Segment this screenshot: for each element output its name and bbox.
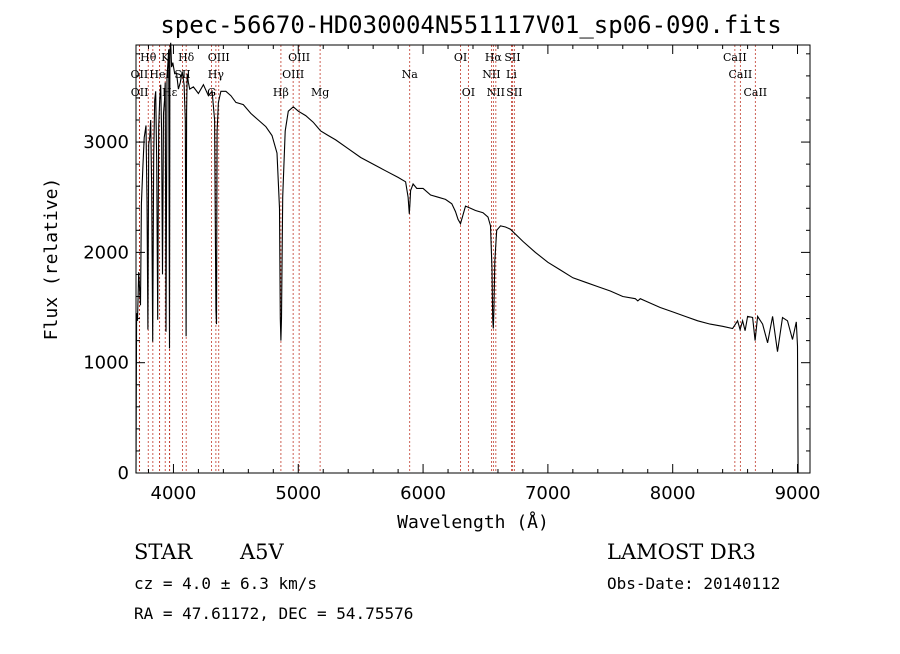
marker-label-h-delta: Hδ — [178, 51, 195, 64]
redshift-cz: cz = 4.0 ± 6.3 km/s — [134, 574, 317, 593]
y-tick-label: 0 — [118, 463, 129, 484]
marker-label-mg: Mg — [311, 86, 329, 99]
x-tick-label: 8000 — [650, 483, 696, 504]
marker-label-oiii-5007: OIII — [288, 51, 310, 64]
marker-label-oii-3729: OII — [131, 86, 149, 99]
marker-label-caii-8498: CaII — [723, 51, 747, 64]
marker-label-h-gamma: Hγ — [208, 68, 225, 81]
marker-label-caii-8662: CaII — [743, 86, 767, 99]
x-tick-label: 6000 — [400, 483, 446, 504]
spectrum-line — [135, 42, 799, 474]
marker-label-sii-6716: SII — [504, 51, 520, 64]
marker-label-k: K — [161, 51, 170, 64]
x-axis-label: Wavelength (Å) — [397, 511, 549, 533]
x-tick-label: 9000 — [775, 483, 821, 504]
marker-label-oiii-4363: OIII — [208, 51, 230, 64]
marker-label-oi-6363: OI — [462, 86, 475, 99]
survey-name: LAMOST DR3 — [607, 540, 756, 564]
marker-label-nii-6548: NII — [482, 68, 500, 81]
marker-label-oii-3727: OII — [131, 68, 149, 81]
marker-label-oi-6300: OI — [454, 51, 467, 64]
object-class: STAR — [134, 540, 193, 564]
y-tick-label: 3000 — [83, 132, 129, 153]
marker-label-sii-6731: SII — [506, 86, 522, 99]
plot-frame — [135, 44, 811, 474]
y-axis-label: Flux (relative) — [41, 178, 62, 341]
y-tick-label: 2000 — [83, 242, 129, 263]
x-tick-label: 7000 — [525, 483, 571, 504]
marker-label-caii-8542: CaII — [729, 68, 753, 81]
marker-label-hei-3889: HeI — [149, 68, 169, 81]
marker-label-nii-6583: NII — [487, 86, 505, 99]
x-tick-label: 5000 — [275, 483, 321, 504]
x-axis-ticks: 4000 5000 6000 7000 8000 9000 — [147, 45, 821, 504]
marker-label-h-alpha: Hα — [485, 51, 503, 64]
marker-label-oiii-4959: OIII — [282, 68, 304, 81]
observation-date: Obs-Date: 20140112 — [607, 574, 780, 593]
x-tick-label: 4000 — [151, 483, 197, 504]
object-subclass: A5V — [239, 540, 285, 564]
marker-label-h-beta: Hβ — [273, 86, 289, 99]
marker-label-li: Li — [506, 68, 517, 81]
chart-title: spec-56670-HD030004N551117V01_sp06-090.f… — [160, 11, 781, 39]
marker-label-h-theta: Hθ — [140, 51, 157, 64]
coordinates: RA = 47.61172, DEC = 54.75576 — [134, 604, 413, 623]
marker-label-na: Na — [402, 68, 419, 81]
line-markers — [138, 45, 756, 473]
y-tick-label: 1000 — [83, 353, 129, 374]
y-axis-ticks: 0 1000 2000 3000 — [83, 53, 810, 484]
